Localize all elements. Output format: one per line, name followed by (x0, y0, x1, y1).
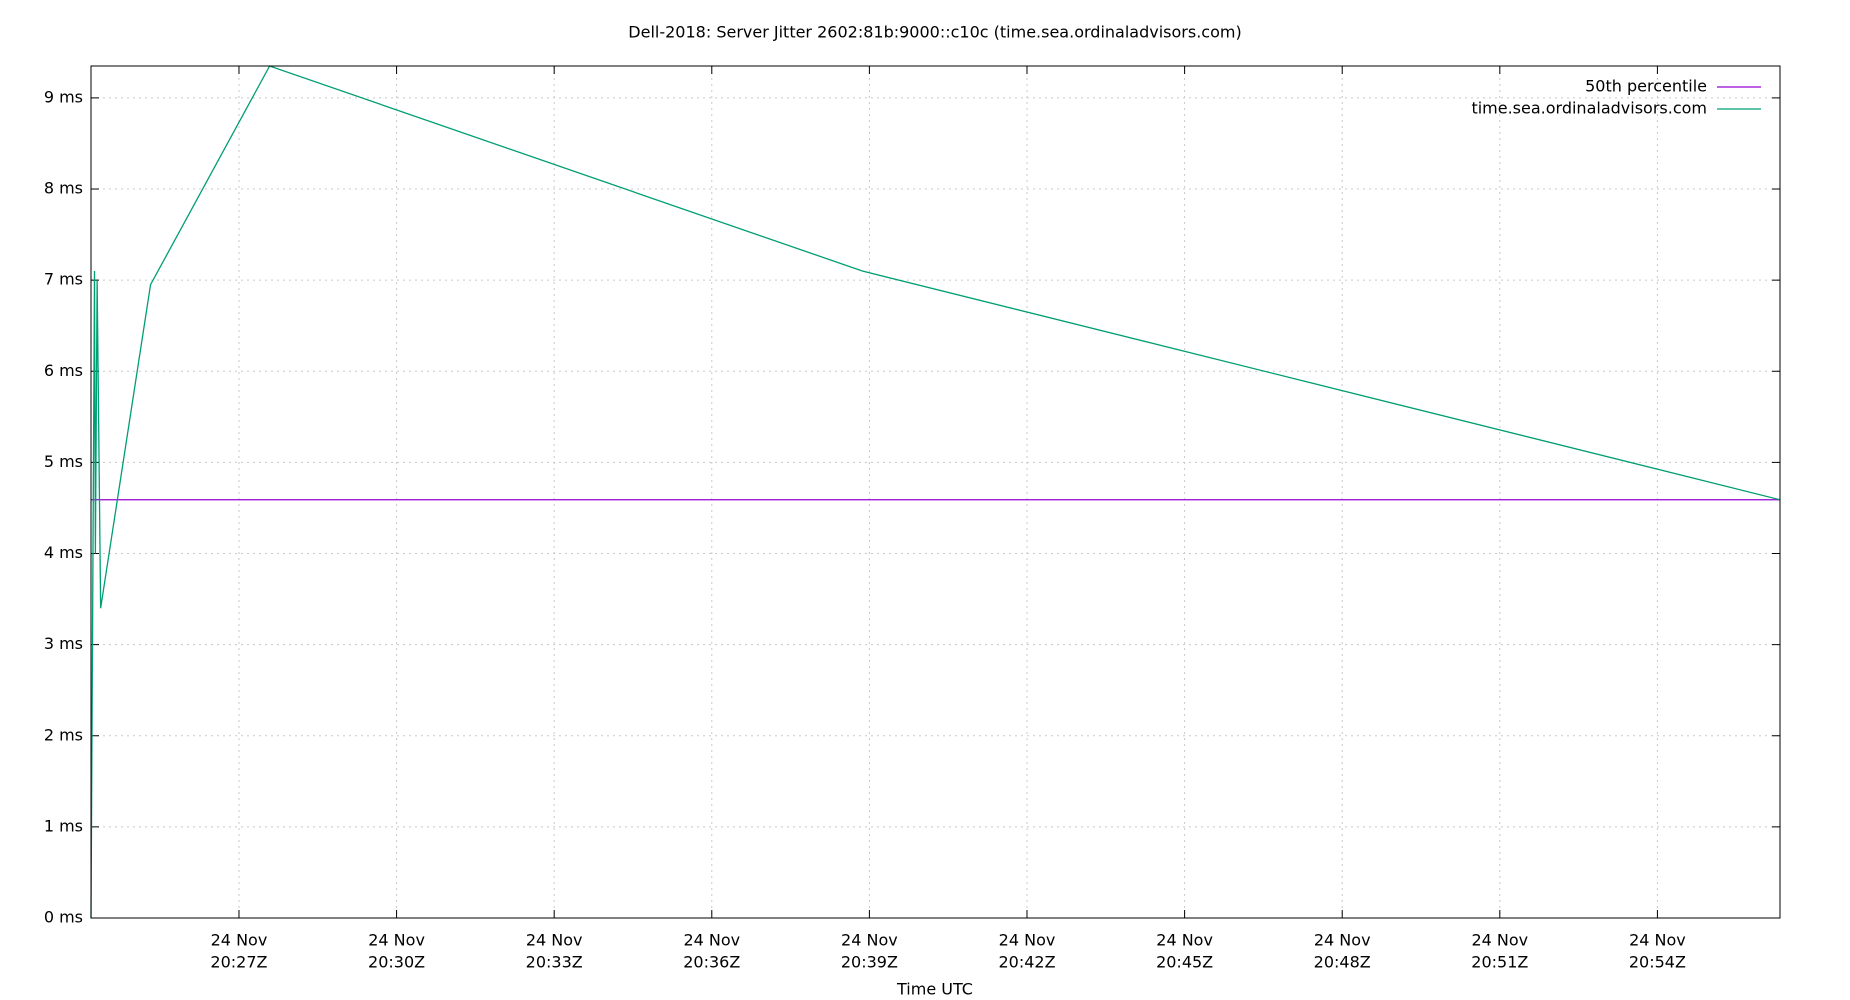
x-tick-label: 24 Nov (1156, 931, 1213, 950)
x-tick-label: 24 Nov (999, 931, 1056, 950)
x-tick-label: 24 Nov (526, 931, 583, 950)
y-tick-label: 6 ms (44, 361, 83, 380)
x-tick-label: 24 Nov (1471, 931, 1528, 950)
plot-frame (90, 65, 1781, 919)
y-tick-label: 5 ms (44, 452, 83, 471)
y-tick-label: 8 ms (44, 179, 83, 198)
x-tick-label: 20:27Z (210, 953, 267, 972)
y-tick-label: 7 ms (44, 270, 83, 289)
x-tick-label: 24 Nov (211, 931, 268, 950)
x-tick-label: 20:42Z (998, 953, 1055, 972)
legend-label: time.sea.ordinaladvisors.com (1471, 99, 1707, 118)
series-line (90, 65, 1781, 919)
x-tick-label: 20:39Z (841, 953, 898, 972)
x-tick-label: 24 Nov (368, 931, 425, 950)
legend-label: 50th percentile (1585, 77, 1707, 96)
chart-title: Dell-2018: Server Jitter 2602:81b:9000::… (628, 23, 1241, 42)
x-tick-label: 20:30Z (368, 953, 425, 972)
y-tick-label: 1 ms (44, 816, 83, 835)
x-tick-label: 20:36Z (683, 953, 740, 972)
x-tick-label: 24 Nov (1314, 931, 1371, 950)
x-tick-label: 20:51Z (1471, 953, 1528, 972)
x-tick-label: 24 Nov (841, 931, 898, 950)
x-tick-label: 20:54Z (1629, 953, 1686, 972)
x-tick-label: 20:45Z (1156, 953, 1213, 972)
x-tick-label: 24 Nov (1629, 931, 1686, 950)
y-tick-label: 2 ms (44, 725, 83, 744)
x-tick-label: 20:48Z (1314, 953, 1371, 972)
y-tick-label: 3 ms (44, 634, 83, 653)
x-tick-label: 24 Nov (683, 931, 740, 950)
y-tick-label: 0 ms (44, 908, 83, 927)
x-axis-label: Time UTC (896, 980, 973, 999)
y-tick-label: 4 ms (44, 543, 83, 562)
y-tick-label: 9 ms (44, 87, 83, 106)
x-tick-label: 20:33Z (526, 953, 583, 972)
